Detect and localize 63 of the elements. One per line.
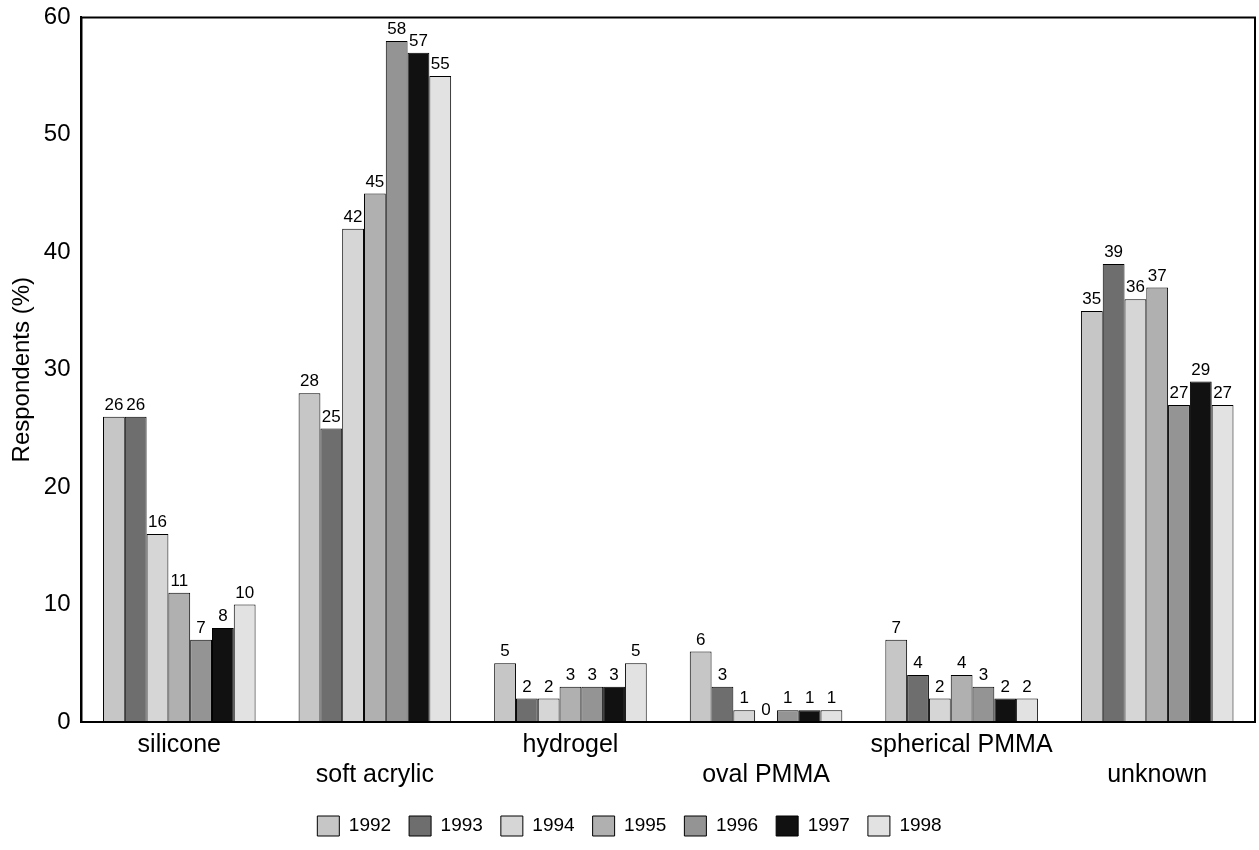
y-tick-label: 20 <box>43 471 71 499</box>
y-tick-label: 10 <box>43 589 71 617</box>
data-label: 42 <box>343 206 363 226</box>
data-label: 58 <box>387 19 407 39</box>
data-label: 3 <box>717 664 728 684</box>
data-label: 5 <box>500 641 510 661</box>
x-tick-label: unknown <box>1107 758 1208 787</box>
data-label: 2 <box>543 676 554 696</box>
data-label: 3 <box>609 664 619 684</box>
data-label: 8 <box>218 606 228 626</box>
data-label: 35 <box>1082 289 1102 309</box>
legend-label: 1996 <box>715 814 759 836</box>
data-label: 29 <box>1191 359 1211 379</box>
x-tick-label: soft acrylic <box>315 758 434 787</box>
data-label: 4 <box>913 653 923 673</box>
data-label: 3 <box>587 664 597 684</box>
legend-label: 1992 <box>348 814 392 836</box>
legend-label: 1993 <box>440 814 483 836</box>
data-label: 3 <box>565 664 576 684</box>
y-tick-label: 0 <box>57 706 71 734</box>
x-tick-label: hydrogel <box>522 728 619 757</box>
x-tick-label: spherical PMMA <box>870 728 1053 757</box>
data-label: 4 <box>956 653 967 673</box>
data-label: 2 <box>1022 676 1032 696</box>
data-label: 55 <box>430 54 450 74</box>
legend-label: 1998 <box>899 814 942 836</box>
data-label: 3 <box>978 664 989 684</box>
data-label: 2 <box>935 676 945 696</box>
data-label: 28 <box>300 371 319 391</box>
data-label: 26 <box>126 394 146 414</box>
y-tick-label: 30 <box>43 354 71 382</box>
y-tick-label: 60 <box>43 2 71 30</box>
x-tick-label: silicone <box>137 728 221 757</box>
data-label: 1 <box>804 688 815 708</box>
data-label: 6 <box>695 629 706 649</box>
data-label: 1 <box>783 688 793 708</box>
legend-label: 1997 <box>807 814 850 836</box>
data-label: 27 <box>1213 383 1233 403</box>
y-axis-title: Respondents (%) <box>7 276 35 463</box>
data-label: 7 <box>891 617 901 637</box>
y-tick-label: 50 <box>43 119 71 147</box>
data-label: 7 <box>196 617 206 637</box>
data-label: 57 <box>409 30 428 50</box>
data-label: 39 <box>1104 242 1124 262</box>
data-label: 10 <box>235 582 255 602</box>
legend-label: 1995 <box>624 814 667 836</box>
data-label: 11 <box>170 571 189 591</box>
data-label: 45 <box>365 171 385 191</box>
data-label: 1 <box>826 688 837 708</box>
data-label: 1 <box>739 688 749 708</box>
data-label: 16 <box>148 512 167 532</box>
data-label: 5 <box>631 641 641 661</box>
legend-label: 1994 <box>532 814 576 836</box>
x-tick-label: oval PMMA <box>702 758 831 787</box>
data-label: 2 <box>522 676 532 696</box>
data-label: 25 <box>321 406 341 426</box>
data-label: 27 <box>1169 383 1189 403</box>
y-tick-label: 40 <box>43 236 71 264</box>
data-label: 26 <box>104 394 124 414</box>
data-label: 37 <box>1147 265 1167 285</box>
data-label: 0 <box>761 700 771 720</box>
data-label: 2 <box>1000 676 1010 696</box>
data-label: 36 <box>1125 277 1145 297</box>
